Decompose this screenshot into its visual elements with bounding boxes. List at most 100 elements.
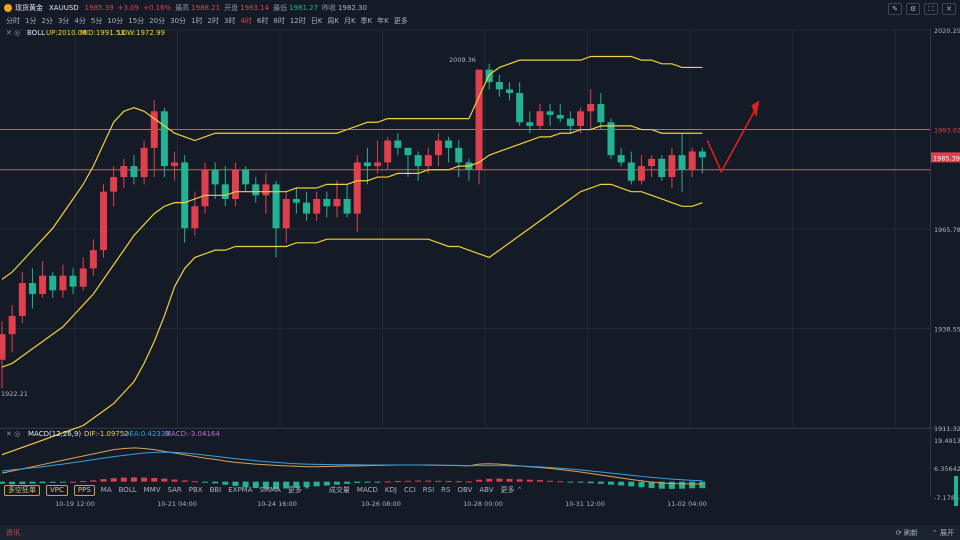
macd-histogram-bar xyxy=(293,481,300,488)
low-label: 最低 xyxy=(273,3,288,12)
price-tick-label: 1993.02 xyxy=(934,126,960,134)
macd-histogram-bar xyxy=(80,481,87,483)
settings-icon[interactable]: ⚙ xyxy=(906,3,920,15)
candle-body xyxy=(546,111,554,115)
expand-button[interactable]: ⌃ 展开 xyxy=(931,528,954,537)
high-annotation: 2009.36 xyxy=(449,56,476,64)
macd-histogram-bar xyxy=(384,481,391,483)
indicator-item[interactable]: MMV xyxy=(143,486,161,494)
price-change: +3.09 xyxy=(117,3,140,12)
macd-histogram-bar xyxy=(303,481,310,488)
fullscreen-icon[interactable]: ⛶ xyxy=(924,3,938,15)
indicator-item[interactable]: PBX xyxy=(188,486,203,494)
indicator-item[interactable]: RS xyxy=(441,486,451,494)
macd-histogram-bar xyxy=(171,479,178,482)
close-icon[interactable]: ✕ xyxy=(942,3,956,15)
candle-body xyxy=(100,191,107,251)
indicator-item[interactable]: MA xyxy=(100,486,112,494)
open-label: 开盘 xyxy=(224,3,239,12)
arrow-path xyxy=(706,103,760,174)
indicator-toggle-button[interactable]: 多空狂单 xyxy=(4,484,40,496)
indicator-item[interactable]: 更多 ⌃ xyxy=(287,486,310,494)
macd-histogram-bar xyxy=(161,478,168,482)
period-tab[interactable]: 8时 xyxy=(273,17,285,25)
indicator-toggle-button[interactable]: PPS xyxy=(73,484,95,496)
indicator-item[interactable]: BOLL xyxy=(118,486,137,494)
candle-body xyxy=(262,184,270,196)
period-tab[interactable]: 2分 xyxy=(41,17,53,25)
candle-body xyxy=(648,158,656,167)
boll-legend-low: LOW:1972.99 xyxy=(118,29,165,37)
candle-body xyxy=(282,198,290,229)
macd-histogram-bar xyxy=(455,481,462,483)
period-tab[interactable]: 15分 xyxy=(128,17,145,25)
candle-body xyxy=(658,158,666,178)
period-tab[interactable]: 3时 xyxy=(223,17,236,25)
period-tab[interactable]: 30分 xyxy=(170,17,187,25)
period-tab[interactable]: 4分 xyxy=(74,17,86,25)
period-tab[interactable]: 5分 xyxy=(90,17,103,25)
indicator-item[interactable]: ABV xyxy=(479,486,494,494)
period-tab[interactable]: 3分 xyxy=(57,17,70,25)
symbol-code[interactable]: XAUUSD xyxy=(49,3,79,12)
indicator-item[interactable]: 更多 ⌃ xyxy=(500,486,523,494)
indicator-item[interactable]: MACD xyxy=(356,486,378,494)
period-tab[interactable]: 年K xyxy=(377,17,389,25)
boll-legend-controls-icon[interactable]: ✕ ◎ xyxy=(6,29,20,37)
macd-histogram-bar xyxy=(110,478,117,482)
macd-histogram-bar xyxy=(100,479,107,482)
period-tab[interactable]: 季K xyxy=(360,17,373,25)
candle-body xyxy=(272,184,280,229)
indicator-item[interactable]: 成交量 xyxy=(328,486,350,494)
candle-body xyxy=(597,103,605,123)
indicator-item[interactable]: CCI xyxy=(403,486,416,494)
period-tab[interactable]: 1分 xyxy=(25,17,37,25)
high-value: 1988.21 xyxy=(191,3,221,12)
indicator-item[interactable]: SMMA xyxy=(259,486,281,494)
draw-tool-icon[interactable]: ✎ xyxy=(888,3,902,15)
period-tab[interactable]: 周K xyxy=(327,17,339,25)
symbol-name[interactable]: 现货黄金 xyxy=(15,3,43,12)
indicator-item[interactable]: BBI xyxy=(209,486,222,494)
candle-body xyxy=(18,283,26,316)
macd-dif-line xyxy=(1,447,703,485)
macd-legend-dif: DIF:-1.09752 xyxy=(84,430,129,438)
news-tab[interactable]: 资讯 xyxy=(6,528,20,537)
indicator-toggle-button[interactable]: VPC xyxy=(46,484,68,496)
macd-tick-label: 19.49138 xyxy=(934,437,960,445)
indicator-item[interactable]: KDJ xyxy=(384,486,397,494)
boll-mid-line xyxy=(1,125,703,368)
period-tab[interactable]: 4时 xyxy=(240,17,252,25)
period-tab[interactable]: 日K xyxy=(310,17,323,25)
candle-body xyxy=(211,169,219,185)
macd-histogram-bar xyxy=(313,481,320,487)
indicator-item[interactable]: EXPMA xyxy=(228,486,253,494)
macd-legend-controls-icon[interactable]: ✕ ◎ xyxy=(6,430,20,438)
period-tab[interactable]: 月K xyxy=(343,17,356,25)
macd-histogram-bar xyxy=(638,481,645,488)
indicator-item[interactable]: SAR xyxy=(167,486,182,494)
period-tab[interactable]: 1时 xyxy=(191,17,203,25)
indicator-item[interactable]: RSI xyxy=(422,486,435,494)
indicator-item[interactable]: OBV xyxy=(457,486,473,494)
macd-legend-dea: DEA:0.42333 xyxy=(124,430,170,438)
period-tab[interactable]: 20分 xyxy=(149,17,166,25)
refresh-button[interactable]: ⟳ 刷新 xyxy=(895,528,918,537)
period-tab[interactable]: 10分 xyxy=(107,17,124,25)
period-tab[interactable]: 6时 xyxy=(256,17,269,25)
footer-bar: 资讯 ⟳ 刷新 ⌃ 展开 xyxy=(0,525,960,540)
macd-histogram-bar xyxy=(547,480,554,482)
last-price: 1985.39 xyxy=(84,3,114,12)
low-value: 1981.27 xyxy=(289,3,319,12)
period-tab[interactable]: 更多 xyxy=(393,17,408,25)
boll-legend-up: UP:2010.08 xyxy=(46,29,87,37)
time-tick-label: 10-19 12:00 xyxy=(55,500,95,508)
candle-body xyxy=(353,162,361,214)
period-tab[interactable]: 12时 xyxy=(289,17,306,25)
period-tab[interactable]: 分时 xyxy=(6,17,20,25)
macd-histogram-bar xyxy=(597,481,604,484)
time-tick-label: 10-26 08:00 xyxy=(361,500,401,508)
candle-body xyxy=(333,198,341,207)
period-tab[interactable]: 2时 xyxy=(207,17,219,25)
